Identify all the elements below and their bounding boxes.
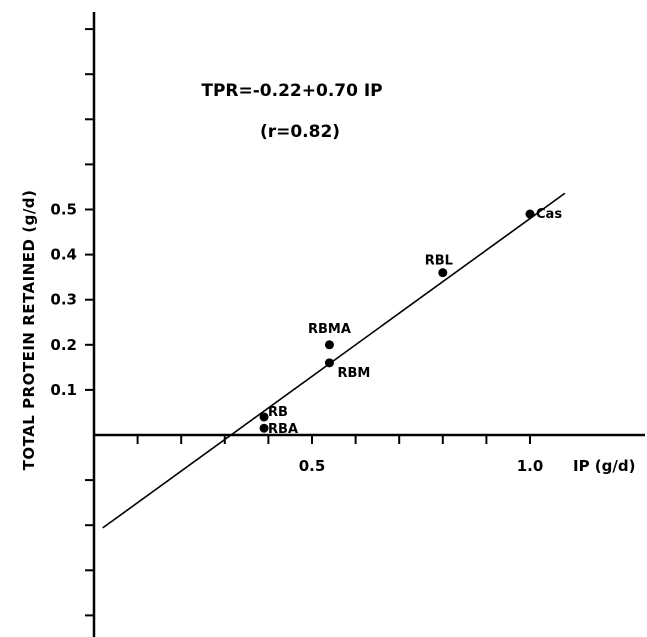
y-tick-label: 0.5: [50, 201, 77, 219]
axes: [92, 12, 645, 637]
y-axis-label: TOTAL PROTEIN RETAINED (g/d): [20, 190, 38, 471]
correlation-label: (r=0.82): [260, 122, 340, 142]
data-point-label: RBL: [425, 254, 453, 269]
y-tick-label: 0.3: [50, 291, 77, 309]
data-point: [259, 412, 269, 422]
x-axis-label: IP (g/d): [573, 457, 635, 475]
data-point: [525, 209, 535, 219]
regression-line: [102, 192, 566, 529]
data-point-label: RB: [268, 405, 288, 420]
y-tick-label: 0.1: [50, 381, 77, 399]
x-tick-label: 1.0: [517, 457, 544, 475]
x-ticks: 0.5 1.0: [136, 435, 544, 475]
data-point: [324, 358, 334, 368]
regression-line-group: [102, 192, 566, 529]
data-point: [324, 340, 334, 350]
data-point: [438, 268, 448, 278]
data-points: Cas RBL RBMA RBM RB RBA: [259, 207, 562, 437]
y-tick-label: 0.4: [50, 246, 77, 264]
regression-equation: TPR=-0.22+0.70 IP: [201, 81, 382, 101]
x-tick-label: 0.5: [299, 457, 326, 475]
data-point-label: RBA: [268, 422, 298, 437]
data-point-label: Cas: [536, 207, 562, 222]
data-point-label: RBM: [337, 366, 370, 381]
data-point: [259, 423, 269, 433]
data-point-label: RBMA: [308, 322, 351, 337]
y-ticks: 0.1 0.2 0.3 0.4 0.5: [50, 28, 94, 617]
y-tick-label: 0.2: [50, 336, 77, 354]
